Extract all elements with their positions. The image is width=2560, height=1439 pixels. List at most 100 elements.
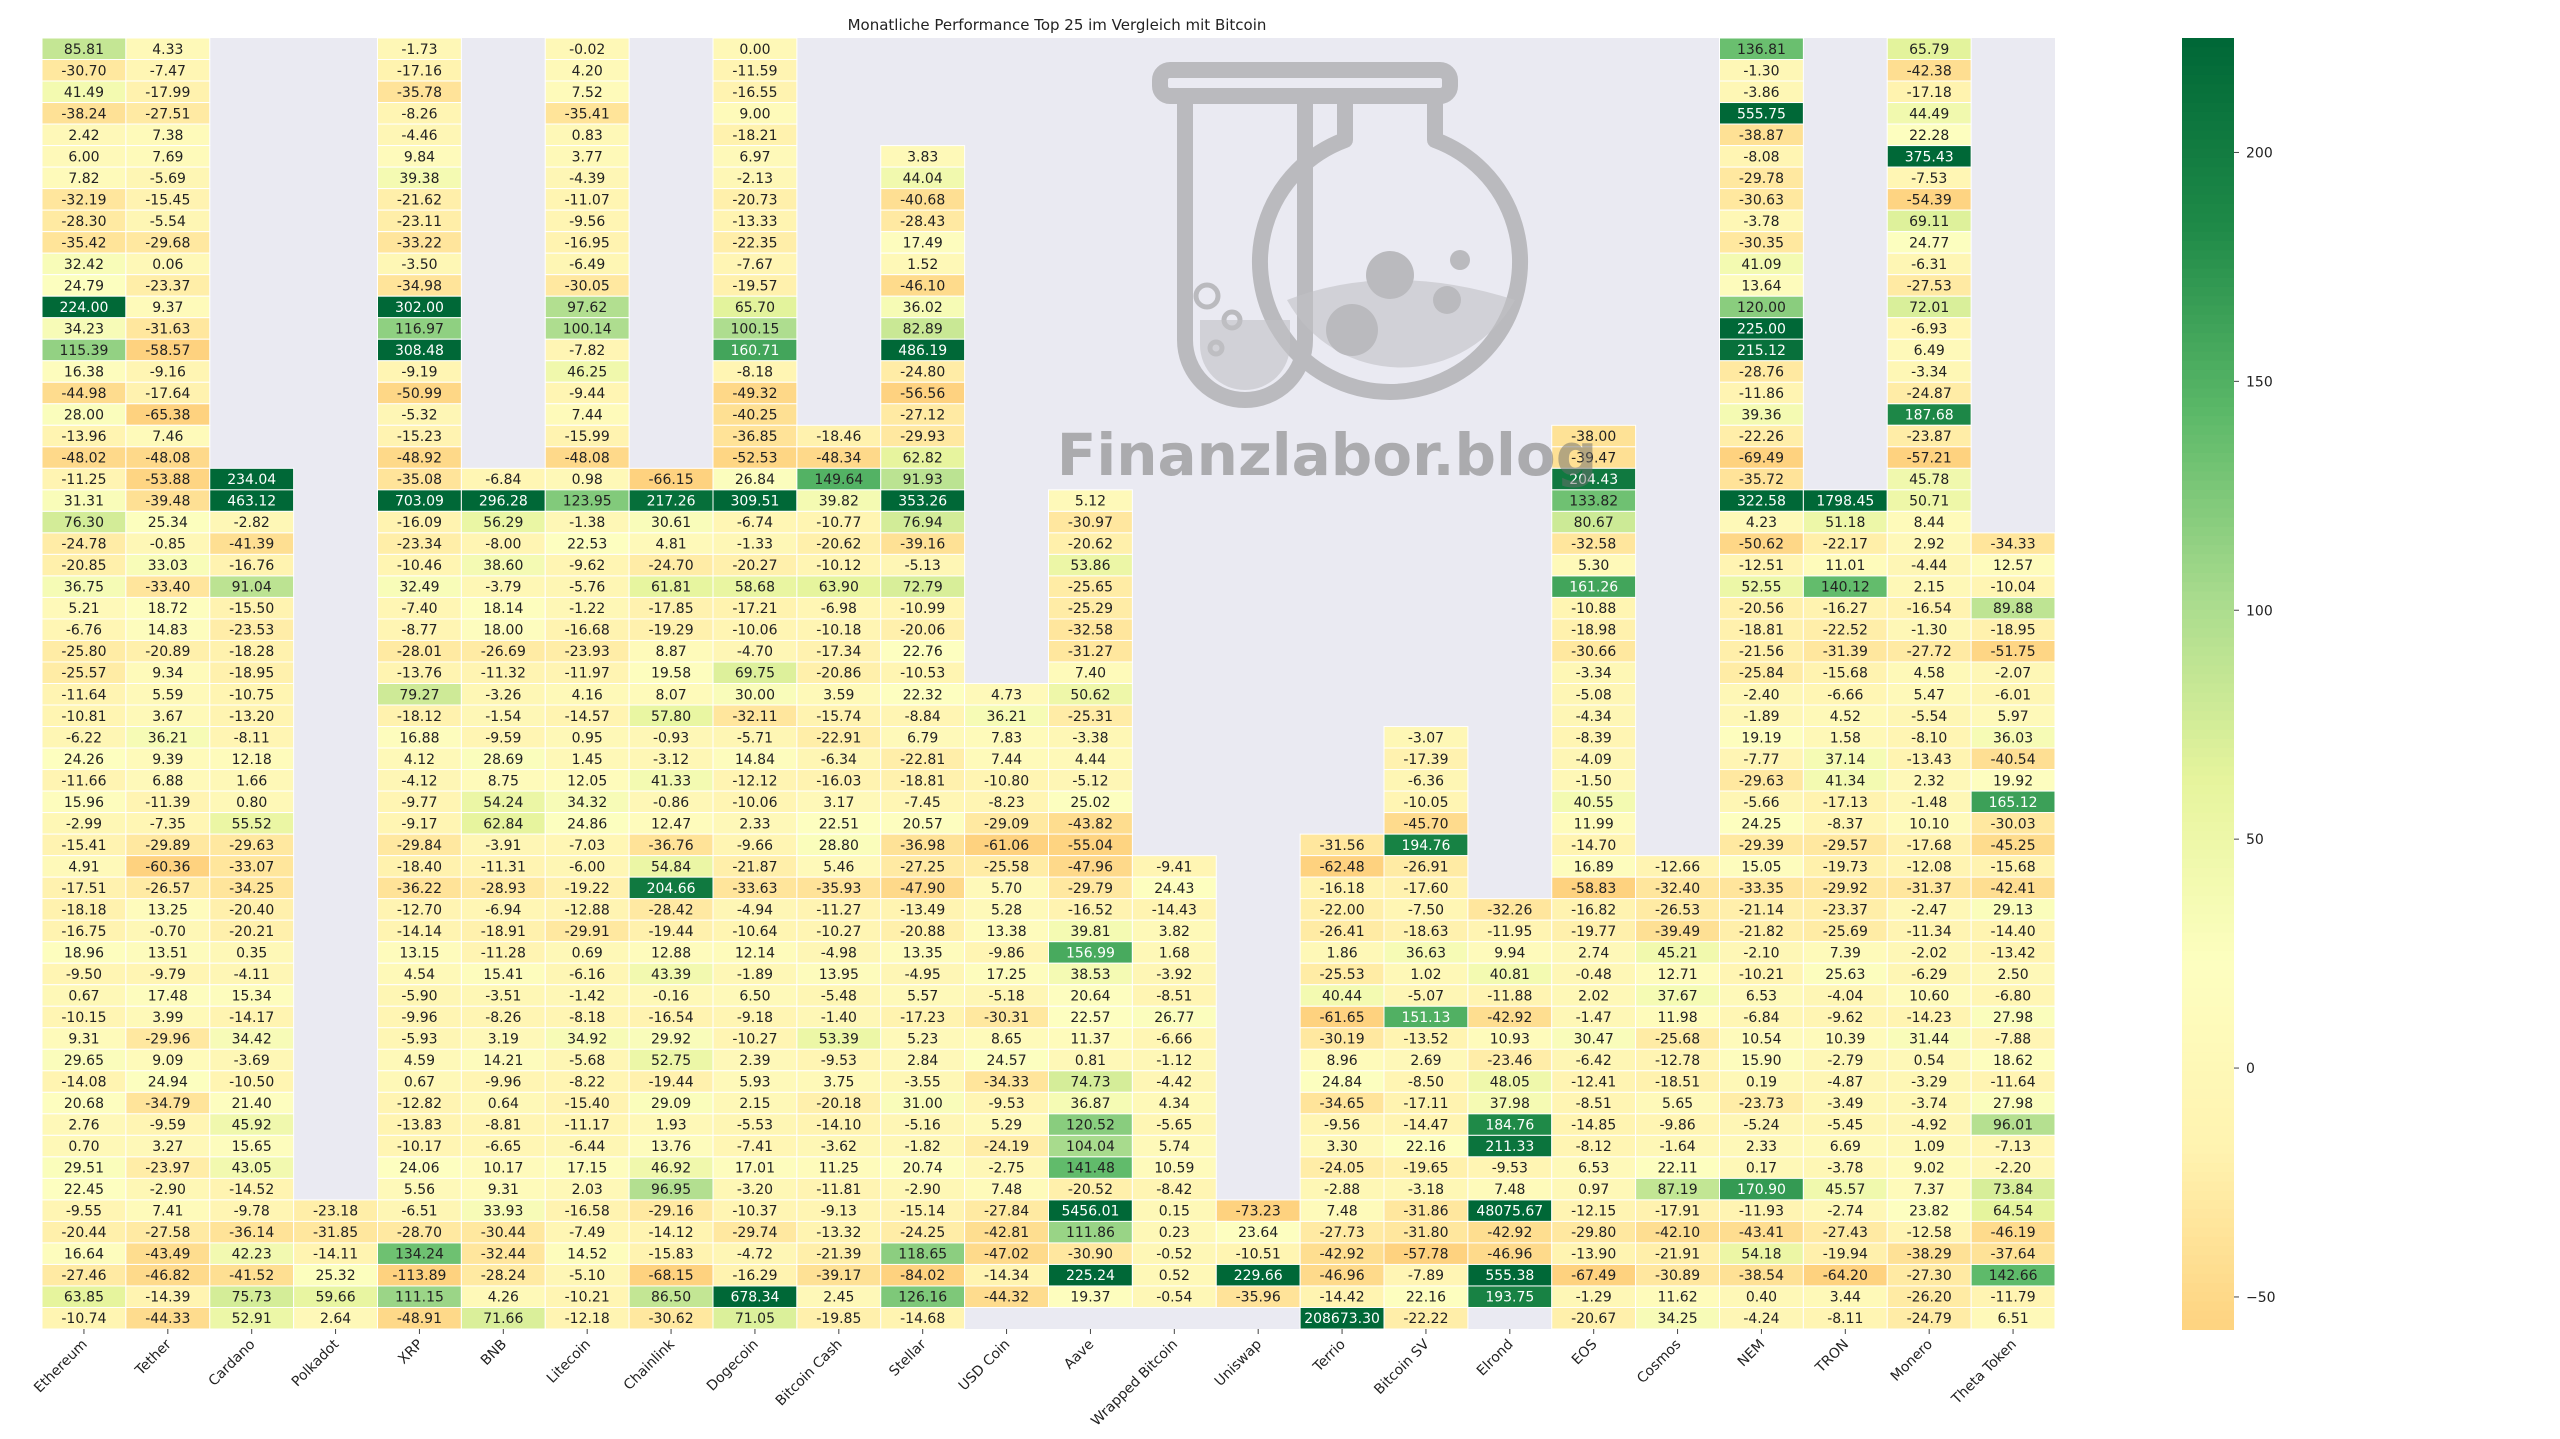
colorbar-segment bbox=[2182, 176, 2234, 187]
cell-label: 555.75 bbox=[1737, 106, 1786, 122]
cell-label: -7.45 bbox=[905, 795, 941, 811]
cell-label: -6.01 bbox=[1995, 687, 2031, 703]
cell-label: 64.54 bbox=[1993, 1204, 2033, 1220]
cell-label: -17.21 bbox=[732, 601, 777, 617]
colorbar-segment bbox=[2182, 987, 2234, 999]
cell-label: 40.55 bbox=[1574, 795, 1614, 811]
colorbar-segment bbox=[2182, 1181, 2234, 1192]
cell-label: 19.58 bbox=[651, 666, 691, 682]
cell-label: -11.64 bbox=[61, 687, 106, 703]
cell-label: -29.80 bbox=[1571, 1225, 1616, 1241]
cell-label: 678.34 bbox=[730, 1290, 779, 1306]
cell-label: -39.47 bbox=[1571, 451, 1616, 467]
cell-label: -22.91 bbox=[816, 730, 861, 746]
cell-label: -6.51 bbox=[401, 1204, 437, 1220]
cell-label: -34.25 bbox=[229, 881, 274, 897]
colorbar-segment bbox=[2182, 545, 2234, 556]
cell-label: -18.95 bbox=[1990, 623, 2035, 639]
cell-label: 5.28 bbox=[991, 902, 1022, 918]
cell-label: 1.45 bbox=[572, 752, 603, 768]
colorbar-segment bbox=[2182, 213, 2234, 224]
cell-label: 5.57 bbox=[907, 988, 938, 1004]
cell-label: -29.92 bbox=[1823, 881, 1868, 897]
colorbar-segment bbox=[2182, 1301, 2234, 1312]
cell-label: 28.80 bbox=[819, 838, 859, 854]
colorbar-segment bbox=[2182, 665, 2234, 676]
cell-label: -32.44 bbox=[481, 1247, 526, 1263]
cell-label: -0.93 bbox=[653, 730, 689, 746]
cell-label: 42.23 bbox=[232, 1247, 272, 1263]
colorbar-segment bbox=[2182, 397, 2234, 408]
cell-label: 161.26 bbox=[1569, 580, 1618, 596]
colorbar-segment bbox=[2182, 1006, 2234, 1017]
cell-label: -42.92 bbox=[1487, 1225, 1532, 1241]
cell-label: 22.16 bbox=[1406, 1139, 1446, 1155]
cell-label: 111.86 bbox=[1066, 1225, 1115, 1241]
cell-label: -7.82 bbox=[569, 343, 605, 359]
cell-label: 7.52 bbox=[572, 85, 603, 101]
cell-label: -1.47 bbox=[1576, 1010, 1612, 1026]
cell-label: -0.16 bbox=[653, 988, 689, 1004]
cell-label: -9.77 bbox=[401, 795, 437, 811]
cell-label: 353.26 bbox=[898, 494, 947, 510]
cell-label: -27.53 bbox=[1907, 278, 1952, 294]
cell-label: 13.64 bbox=[1741, 278, 1781, 294]
cell-label: -16.68 bbox=[565, 623, 610, 639]
cell-label: -27.72 bbox=[1907, 644, 1952, 660]
cell-label: 2.45 bbox=[823, 1290, 854, 1306]
cell-label: -18.98 bbox=[1571, 623, 1616, 639]
cell-label: -9.56 bbox=[1324, 1118, 1360, 1134]
cell-label: -15.74 bbox=[816, 709, 861, 725]
colorbar-segment bbox=[2182, 388, 2234, 399]
cell-label: 23.64 bbox=[1238, 1225, 1278, 1241]
cell-label: -28.43 bbox=[900, 214, 945, 230]
cell-label: -5.48 bbox=[821, 988, 857, 1004]
cell-label: -27.51 bbox=[145, 106, 190, 122]
cell-label: 51.18 bbox=[1825, 515, 1865, 531]
cell-label: 82.89 bbox=[903, 321, 943, 337]
cell-label: -14.12 bbox=[648, 1225, 693, 1241]
cell-label: 9.00 bbox=[739, 106, 770, 122]
cell-label: 5.23 bbox=[907, 1032, 938, 1048]
cell-label: 165.12 bbox=[1989, 795, 2038, 811]
cell-label: 309.51 bbox=[730, 494, 779, 510]
cell-label: -0.52 bbox=[1156, 1247, 1192, 1263]
cell-label: -7.89 bbox=[1408, 1268, 1444, 1284]
cell-label: -31.39 bbox=[1823, 644, 1868, 660]
cell-label: 22.53 bbox=[567, 537, 607, 553]
cell-label: -16.18 bbox=[1319, 881, 1364, 897]
cell-label: 52.55 bbox=[1741, 580, 1781, 596]
cell-label: -26.69 bbox=[481, 644, 526, 660]
cell-label: -18.28 bbox=[229, 644, 274, 660]
cell-label: -29.84 bbox=[397, 838, 442, 854]
cell-label: -57.78 bbox=[1403, 1247, 1448, 1263]
cell-label: -27.84 bbox=[984, 1204, 1029, 1220]
cell-label: 19.92 bbox=[1993, 773, 2033, 789]
cell-label: -8.22 bbox=[569, 1075, 605, 1091]
cell-label: -15.68 bbox=[1823, 666, 1868, 682]
cell-label: -2.79 bbox=[1827, 1053, 1863, 1069]
cell-label: -9.16 bbox=[150, 365, 186, 381]
cell-label: 62.84 bbox=[483, 816, 523, 832]
cell-label: 215.12 bbox=[1737, 343, 1786, 359]
cell-label: -20.56 bbox=[1739, 601, 1784, 617]
cell-label: -2.99 bbox=[66, 816, 102, 832]
cell-label: -1.42 bbox=[569, 988, 605, 1004]
cell-label: -3.50 bbox=[401, 257, 437, 273]
cell-label: 211.33 bbox=[1485, 1139, 1534, 1155]
cell-label: -1.12 bbox=[1156, 1053, 1192, 1069]
cell-label: 4.20 bbox=[572, 63, 603, 79]
cell-label: 2.69 bbox=[1410, 1053, 1441, 1069]
colorbar-segment bbox=[2182, 1052, 2234, 1063]
cell-label: -19.44 bbox=[648, 924, 693, 940]
cell-label: 50.71 bbox=[1909, 494, 1949, 510]
cell-label: 296.28 bbox=[479, 494, 528, 510]
cell-label: -19.65 bbox=[1403, 1161, 1448, 1177]
cell-label: 24.06 bbox=[399, 1161, 439, 1177]
cell-label: 48075.67 bbox=[1476, 1204, 1543, 1220]
cell-label: 54.18 bbox=[1741, 1247, 1781, 1263]
cell-label: -15.23 bbox=[397, 429, 442, 445]
cell-label: 1.86 bbox=[1326, 945, 1357, 961]
cell-label: -30.05 bbox=[565, 278, 610, 294]
cell-label: 25.34 bbox=[148, 515, 188, 531]
